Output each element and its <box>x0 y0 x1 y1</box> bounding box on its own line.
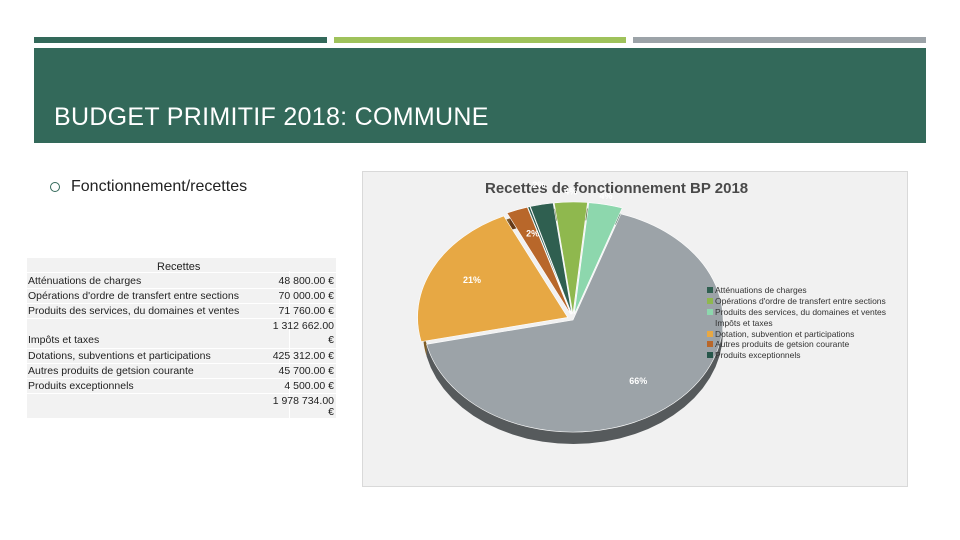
legend-label: Produits exceptionnels <box>715 350 801 361</box>
recettes-table: Recettes Atténuations de charges 48 800.… <box>27 258 336 418</box>
table-row-total: 1 978 734.00 € <box>27 394 336 418</box>
pie-pct-label: 2% <box>526 229 539 239</box>
legend-swatch <box>707 341 713 348</box>
table-row: Opérations d'ordre de transfert entre se… <box>27 289 336 304</box>
row-label: Produits des services, du domaines et ve… <box>28 305 240 317</box>
legend-item: Autres produits de getsion courante <box>707 339 907 350</box>
table-row: Autres produits de getsion courante 45 7… <box>27 364 336 379</box>
table-row: Produits exceptionnels 4 500.00 € <box>27 379 336 394</box>
pie-pct-label: 4% <box>564 187 577 197</box>
legend-label: Opérations d'ordre de transfert entre se… <box>715 296 886 307</box>
pie-pct-label: 21% <box>463 275 481 285</box>
accent-bar-lime <box>334 37 626 43</box>
row-value: 425 312.00 € <box>272 350 334 362</box>
row-label: Opérations d'ordre de transfert entre se… <box>28 290 239 302</box>
row-value: 48 800.00 € <box>278 275 334 287</box>
legend-swatch <box>707 308 713 315</box>
chart-legend: Atténuations de charges Opérations d'ordr… <box>707 285 907 361</box>
row-label: Impôts et taxes <box>28 334 100 346</box>
legend-item: Atténuations de charges <box>707 285 907 296</box>
pie-slice <box>529 202 573 315</box>
row-value: 70 000.00 € <box>278 290 334 302</box>
row-value-line1: 1 312 662.00 <box>272 320 334 332</box>
row-divider <box>27 272 336 273</box>
pie-slice <box>417 215 569 343</box>
pie-chart: 2% 4% 4% 66% 21% 2% <box>417 180 724 444</box>
legend-item: Impôts et taxes <box>707 317 907 328</box>
row-label: Dotations, subventions et participations <box>28 350 211 362</box>
row-value: 71 760.00 € <box>278 305 334 317</box>
legend-swatch <box>707 298 713 305</box>
bullet-text: Fonctionnement/recettes <box>71 178 248 195</box>
row-label: Produits exceptionnels <box>28 380 134 392</box>
legend-swatch <box>707 319 713 326</box>
pie-slice <box>553 201 588 315</box>
legend-label: Dotation, subvention et participations <box>715 328 855 339</box>
legend-label: Produits des services, du domaines et ve… <box>715 306 887 317</box>
legend-swatch <box>707 287 713 294</box>
row-value: 45 700.00 € <box>278 365 334 377</box>
bullet-ring-icon <box>50 182 60 192</box>
row-divider <box>27 288 336 289</box>
accent-bar-green <box>34 37 327 43</box>
pie-pct-label: 4% <box>599 191 612 201</box>
row-value-line1: 1 978 734.00 <box>272 395 334 407</box>
row-divider <box>27 378 336 379</box>
pie-slice <box>506 206 572 315</box>
column-divider <box>289 271 290 418</box>
slide-title: BUDGET PRIMITIF 2018: COMMUNE <box>54 103 489 131</box>
legend-item: Dotation, subvention et participations <box>707 328 907 339</box>
pie-pct-label: 66% <box>629 376 647 386</box>
bullet-item: Fonctionnement/recettes <box>50 178 247 196</box>
row-value-line2: € <box>328 406 334 418</box>
row-value-line2: € <box>328 334 334 346</box>
row-value: 4 500.00 € <box>284 380 334 392</box>
legend-swatch <box>707 330 713 337</box>
accent-bar-gray <box>633 37 926 43</box>
table-row: Impôts et taxes 1 312 662.00 € <box>27 319 336 349</box>
row-divider <box>27 393 336 394</box>
row-divider <box>27 303 336 304</box>
legend-item: Opérations d'ordre de transfert entre se… <box>707 296 907 307</box>
pie-slice <box>527 206 572 315</box>
row-label: Atténuations de charges <box>28 275 142 287</box>
row-divider <box>27 363 336 364</box>
table-row: Produits des services, du domaines et ve… <box>27 304 336 319</box>
row-label: Autres produits de getsion courante <box>28 365 194 377</box>
row-divider <box>27 318 336 319</box>
pie-chart-panel: Recettes de fonctionnement BP 2018 2% 4% 4… <box>362 171 908 487</box>
legend-label: Impôts et taxes <box>715 317 773 328</box>
legend-label: Autres produits de getsion courante <box>715 339 850 350</box>
table-row: Dotations, subventions et participations… <box>27 349 336 364</box>
pie-slice <box>426 213 724 433</box>
table-row: Atténuations de charges 48 800.00 € <box>27 274 336 289</box>
row-divider <box>27 348 336 349</box>
chart-title: Recettes de fonctionnement BP 2018 <box>485 180 749 197</box>
legend-item: Produits des services, du domaines et ve… <box>707 307 907 318</box>
title-banner: BUDGET PRIMITIF 2018: COMMUNE <box>34 48 926 143</box>
table-header: Recettes <box>157 261 201 273</box>
legend-item: Produits exceptionnels <box>707 350 907 361</box>
legend-swatch <box>707 352 713 359</box>
pie-slice <box>574 202 623 315</box>
pie-pct-label: 2% <box>532 180 545 190</box>
legend-label: Atténuations de charges <box>715 285 807 296</box>
